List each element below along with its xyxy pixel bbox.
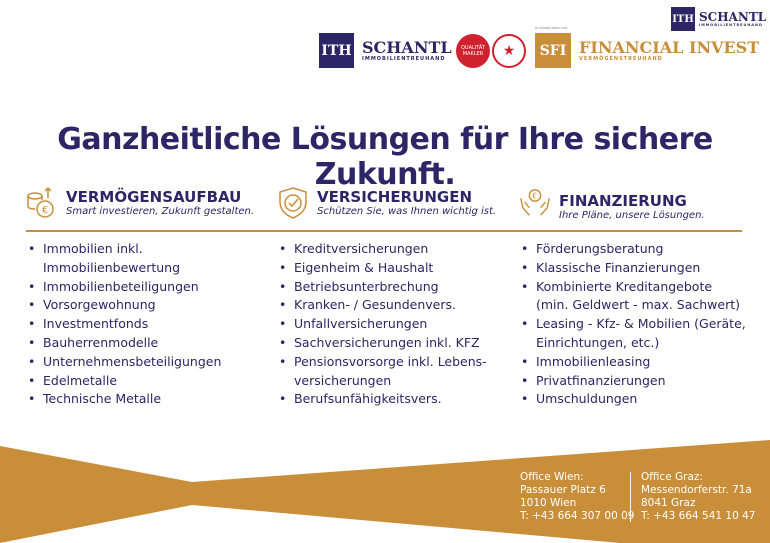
schantl-logo: ITH SCHANTL IMMOBILIENTREUHAND bbox=[319, 33, 452, 68]
list-item: Edelmetalle bbox=[28, 372, 258, 391]
list-item: Unfallversicherungen bbox=[279, 315, 499, 334]
list-item: Klassische Finanzierungen bbox=[521, 259, 746, 278]
list-versicherungen: Kreditversicherungen Eigenheim & Haushal… bbox=[279, 240, 499, 409]
svg-text:€: € bbox=[532, 191, 537, 200]
list-item: Kranken- / Gesundenvers. bbox=[279, 296, 499, 315]
cooperation-note: In Kooperation mit bbox=[535, 26, 568, 30]
list-item: Vorsorgewohnung bbox=[28, 296, 258, 315]
list-item: Immobilienleasing bbox=[521, 353, 746, 372]
divider bbox=[26, 230, 742, 232]
list-item: Technische Metalle bbox=[28, 390, 258, 409]
list-item: Kombinierte Kreditangebote (min. Geldwer… bbox=[521, 278, 746, 316]
austria-eagle-badge: ★ bbox=[492, 34, 526, 68]
shield-check-icon bbox=[279, 187, 307, 219]
list-item: Kreditversicherungen bbox=[279, 240, 499, 259]
list-item: Betriebsunterbrechung bbox=[279, 278, 499, 297]
office-wien: Office Wien: Passauer Platz 6 1010 Wien … bbox=[520, 471, 635, 522]
coins-growth-icon: € bbox=[27, 186, 54, 218]
quality-badge: QUALITÄT MAKLER bbox=[456, 34, 490, 68]
hands-coin-icon: € bbox=[520, 189, 550, 216]
list-item: Berufsunfähigkeitsvers. bbox=[279, 390, 499, 409]
office-divider bbox=[630, 472, 631, 522]
headline: Ganzheitliche Lösungen für Ihre sichere … bbox=[57, 122, 713, 192]
list-item: Immobilien inkl. Immobilienbewertung bbox=[28, 240, 258, 278]
list-item: Privatfinanzierungen bbox=[521, 372, 746, 391]
list-item: Investmentfonds bbox=[28, 315, 258, 334]
list-item: Bauherrenmodelle bbox=[28, 334, 258, 353]
list-item: Pensionsvorsorge inkl. Lebens-versicheru… bbox=[279, 353, 499, 391]
sfi-logo: SFI FINANCIAL INVEST VERMÖGENSTREUHAND bbox=[535, 33, 759, 68]
list-item: Eigenheim & Haushalt bbox=[279, 259, 499, 278]
svg-text:€: € bbox=[42, 205, 48, 216]
list-item: Umschuldungen bbox=[521, 390, 746, 409]
list-finanzierung: Förderungsberatung Klassische Finanzieru… bbox=[521, 240, 746, 409]
list-item: Förderungsberatung bbox=[521, 240, 746, 259]
phone-wien[interactable]: T: +43 664 307 00 09 bbox=[520, 510, 635, 522]
list-vermoegensaufbau: Immobilien inkl. Immobilienbewertung Imm… bbox=[28, 240, 258, 409]
list-item: Leasing - Kfz- & Mobilien (Geräte, Einri… bbox=[521, 315, 746, 353]
list-item: Unternehmensbeteiligungen bbox=[28, 353, 258, 372]
list-item: Immobilienbeteiligungen bbox=[28, 278, 258, 297]
phone-graz[interactable]: T: +43 664 541 10 47 bbox=[641, 510, 756, 522]
small-schantl-logo: ITH SCHANTL IMMOBILIENTREUHAND bbox=[671, 7, 766, 31]
list-item: Sachversicherungen inkl. KFZ bbox=[279, 334, 499, 353]
office-graz: Office Graz: Messendorferstr. 71a 8041 G… bbox=[641, 471, 756, 522]
